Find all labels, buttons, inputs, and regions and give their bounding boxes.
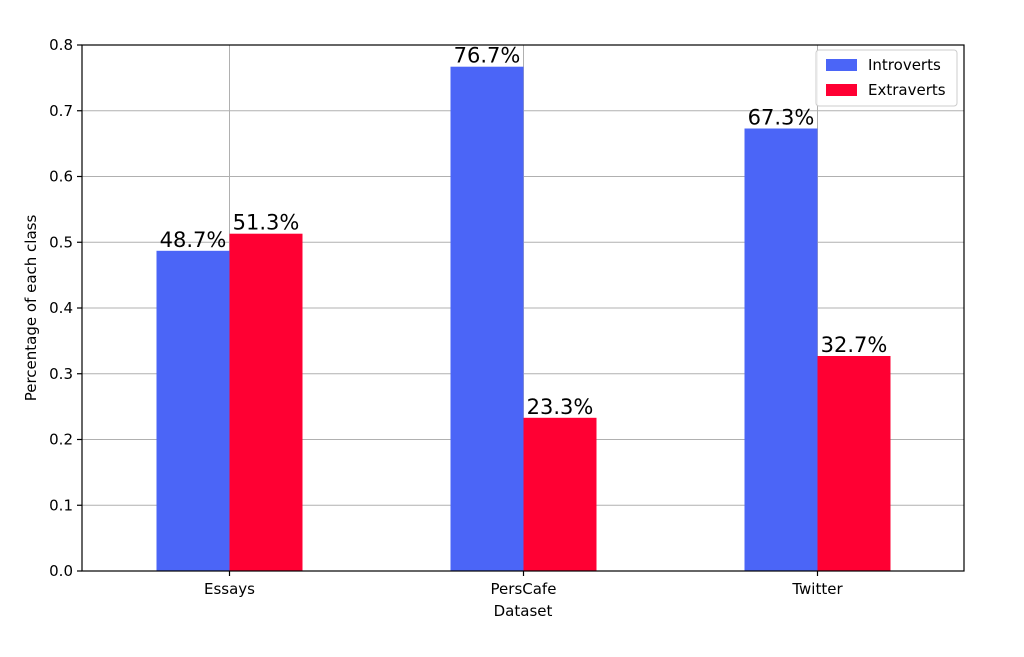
bar-extraverts-twitter <box>817 355 891 571</box>
y-tick-label: 0.3 <box>49 365 73 383</box>
data-label: 23.3% <box>527 395 594 419</box>
y-tick-label: 0.2 <box>49 431 73 449</box>
legend: Introverts Extraverts <box>815 49 958 107</box>
y-axis-label: Percentage of each class <box>22 215 40 402</box>
bar-layer <box>156 66 891 572</box>
bar-introverts-essays <box>156 250 230 572</box>
y-tick-label: 0.4 <box>49 299 73 317</box>
x-axis-label: Dataset <box>494 602 553 620</box>
x-tick-label: PersCafe <box>491 580 557 598</box>
data-label: 76.7% <box>454 44 521 68</box>
data-labels: 48.7% 76.7% 67.3% 51.3% 23.3% 32.7% <box>160 44 888 419</box>
bar-introverts-perscafe <box>450 66 524 571</box>
data-label: 51.3% <box>233 211 300 235</box>
legend-swatch <box>826 84 857 96</box>
x-tick-label: Essays <box>204 580 255 598</box>
bar-extraverts-perscafe <box>523 417 597 571</box>
y-tick-label: 0.1 <box>49 496 73 514</box>
legend-label: Extraverts <box>868 81 946 99</box>
bar-extraverts-essays <box>229 233 303 571</box>
y-tick-label: 0.8 <box>49 36 73 54</box>
y-tick-label: 0.5 <box>49 233 73 251</box>
y-tick-label: 0.7 <box>49 102 73 120</box>
y-tick-label: 0.0 <box>49 562 73 580</box>
legend-swatch <box>826 59 857 71</box>
y-axis: 0.0 0.1 0.2 0.3 0.4 0.5 0.6 0.7 0.8 <box>49 36 82 580</box>
x-axis: Essays PersCafe Twitter <box>204 571 843 598</box>
x-tick-label: Twitter <box>791 580 843 598</box>
data-label: 32.7% <box>821 333 888 357</box>
legend-label: Introverts <box>868 56 941 74</box>
y-tick-label: 0.6 <box>49 168 73 186</box>
data-label: 67.3% <box>748 106 815 130</box>
bar-introverts-twitter <box>744 128 818 571</box>
data-label: 48.7% <box>160 228 227 252</box>
